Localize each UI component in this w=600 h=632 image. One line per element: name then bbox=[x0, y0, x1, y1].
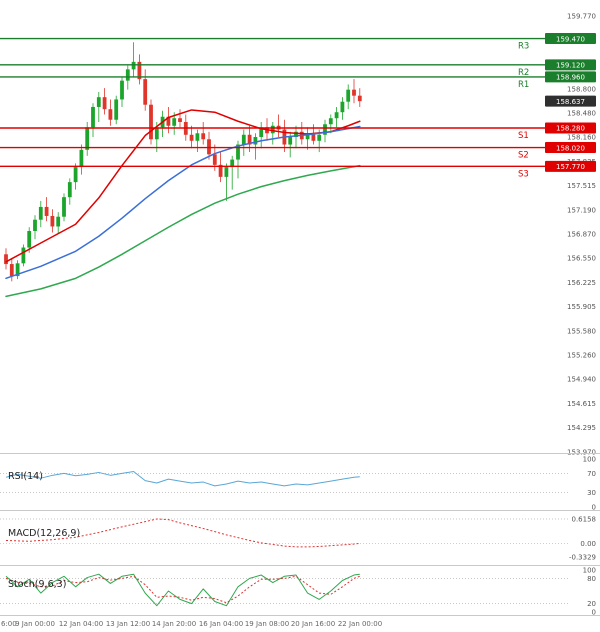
svg-text:19 Jan 08:00: 19 Jan 08:00 bbox=[245, 620, 289, 628]
svg-text:22 Jan 00:00: 22 Jan 00:00 bbox=[338, 620, 382, 628]
svg-text:158.800: 158.800 bbox=[567, 85, 596, 93]
svg-text:100: 100 bbox=[583, 456, 596, 464]
svg-text:158.020: 158.020 bbox=[556, 144, 585, 152]
svg-text:S2: S2 bbox=[518, 151, 529, 161]
svg-text:154.940: 154.940 bbox=[567, 376, 596, 384]
pivot-level-labels: R3 R2 R1 S1 S2 S3 bbox=[518, 42, 529, 180]
svg-text:155.905: 155.905 bbox=[567, 303, 596, 311]
stoch-label: Stoch(9,6,3) bbox=[8, 579, 67, 590]
svg-text:157.190: 157.190 bbox=[567, 206, 596, 214]
time-axis-labels: 6:009 Jan 00:00 12 Jan 04:00 13 Jan 12:00 1… bbox=[1, 620, 382, 628]
svg-text:100: 100 bbox=[583, 567, 596, 575]
svg-text:12 Jan 04:00: 12 Jan 04:00 bbox=[59, 620, 103, 628]
svg-text:13 Jan 12:00: 13 Jan 12:00 bbox=[106, 620, 150, 628]
svg-text:157.515: 157.515 bbox=[567, 182, 596, 190]
price-level-badges: 159.470 159.120 158.960 158.280 158.020 157.7… bbox=[545, 33, 596, 172]
svg-text:155.260: 155.260 bbox=[567, 352, 596, 360]
svg-text:158.280: 158.280 bbox=[556, 125, 585, 133]
svg-text:S1: S1 bbox=[518, 131, 529, 141]
svg-text:156.870: 156.870 bbox=[567, 231, 596, 239]
svg-text:R2: R2 bbox=[518, 68, 529, 78]
main-price-pane: 159.770159.445159.125158.800158.480158.1… bbox=[0, 13, 596, 457]
svg-text:155.580: 155.580 bbox=[567, 327, 596, 335]
svg-text:0: 0 bbox=[592, 504, 596, 512]
svg-text:-0.3329: -0.3329 bbox=[569, 554, 596, 562]
rsi-label: RSI(14) bbox=[8, 471, 43, 482]
svg-text:158.960: 158.960 bbox=[556, 74, 585, 82]
svg-text:157.770: 157.770 bbox=[556, 163, 585, 171]
svg-text:80: 80 bbox=[587, 575, 596, 583]
moving-average-lines bbox=[5, 109, 361, 298]
svg-text:R1: R1 bbox=[518, 80, 529, 90]
svg-text:16 Jan 04:00: 16 Jan 04:00 bbox=[199, 620, 243, 628]
svg-text:S3: S3 bbox=[518, 169, 529, 179]
svg-text:153.970: 153.970 bbox=[567, 449, 596, 457]
svg-text:154.615: 154.615 bbox=[567, 400, 596, 408]
svg-text:159.470: 159.470 bbox=[556, 35, 585, 43]
panel-separators bbox=[0, 453, 600, 616]
svg-text:158.637: 158.637 bbox=[556, 98, 585, 106]
svg-text:14 Jan 20:00: 14 Jan 20:00 bbox=[152, 620, 196, 628]
svg-text:0.6158: 0.6158 bbox=[572, 516, 597, 524]
svg-text:9 Jan 00:00: 9 Jan 00:00 bbox=[15, 620, 55, 628]
svg-text:0.00: 0.00 bbox=[580, 540, 596, 548]
support-resistance-lines bbox=[0, 37, 570, 168]
svg-text:70: 70 bbox=[587, 470, 596, 478]
svg-text:30: 30 bbox=[587, 489, 596, 497]
svg-text:20: 20 bbox=[587, 600, 596, 608]
macd-pane: 0.6158 0.00 -0.3329 bbox=[0, 516, 596, 562]
svg-text:20 Jan 16:00: 20 Jan 16:00 bbox=[291, 620, 335, 628]
svg-text:159.120: 159.120 bbox=[556, 62, 585, 70]
svg-text:0: 0 bbox=[592, 609, 596, 617]
macd-label: MACD(12,26,9) bbox=[8, 528, 81, 539]
rsi-pane: 100 70 30 0 bbox=[0, 456, 596, 512]
svg-text:154.295: 154.295 bbox=[567, 424, 596, 432]
svg-text:R3: R3 bbox=[518, 42, 529, 52]
svg-text:156.225: 156.225 bbox=[567, 279, 596, 287]
svg-text:158.480: 158.480 bbox=[567, 109, 596, 117]
candlestick-series bbox=[4, 42, 362, 282]
svg-text:158.160: 158.160 bbox=[567, 134, 596, 142]
svg-text:6:00: 6:00 bbox=[1, 620, 17, 628]
svg-text:159.770: 159.770 bbox=[567, 13, 596, 21]
svg-text:156.550: 156.550 bbox=[567, 255, 596, 263]
